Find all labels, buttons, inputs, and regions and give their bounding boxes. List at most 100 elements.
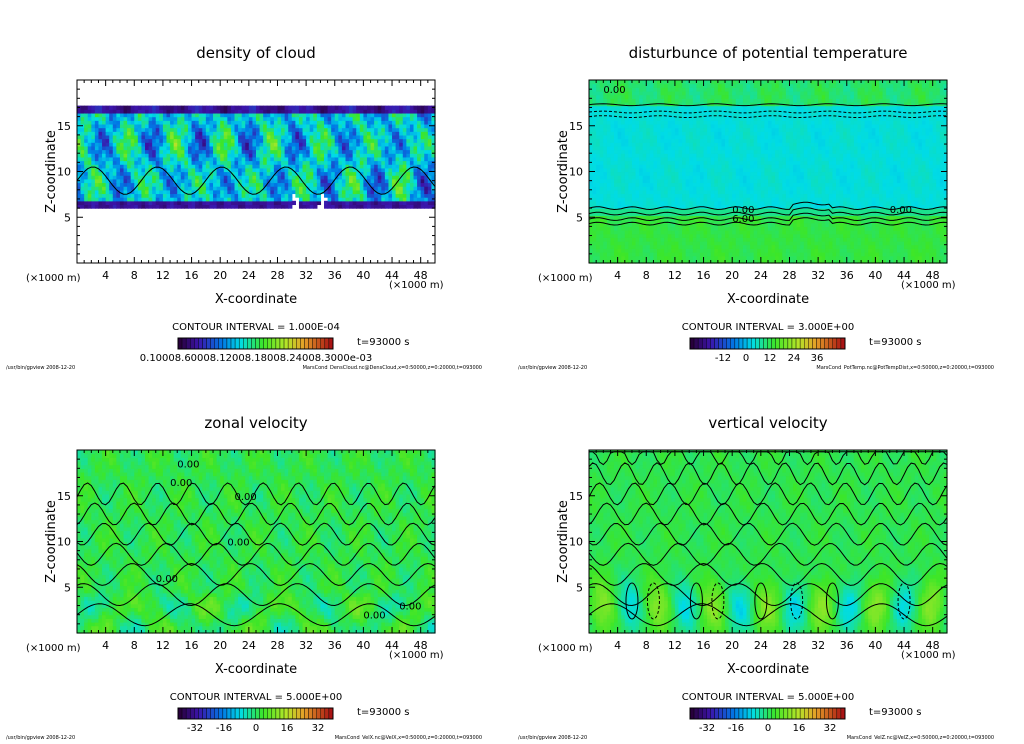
heatmap-cell	[625, 139, 629, 143]
heatmap-cell	[270, 190, 274, 194]
heatmap-cell	[704, 237, 708, 241]
heatmap-cell	[381, 186, 385, 190]
heatmap-cell	[98, 175, 102, 179]
heatmap-cell	[381, 124, 385, 128]
heatmap-cell	[693, 98, 697, 102]
heatmap-cell	[682, 128, 686, 132]
heatmap-cell	[643, 164, 647, 168]
heatmap-cell	[199, 190, 203, 194]
heatmap-cell	[77, 135, 81, 139]
heatmap-cell	[621, 120, 625, 124]
heatmap-cell	[646, 91, 650, 95]
heatmap-cell	[378, 172, 382, 176]
heatmap-cell	[593, 87, 597, 91]
heatmap-cell	[138, 164, 142, 168]
heatmap-cell	[657, 226, 661, 230]
heatmap-cell	[127, 131, 131, 135]
heatmap-cell	[170, 131, 174, 135]
heatmap-cell	[260, 182, 264, 186]
heatmap-cell	[704, 179, 708, 183]
heatmap-cell	[689, 230, 693, 234]
heatmap-cell	[399, 190, 403, 194]
heatmap-cell	[711, 182, 715, 186]
heatmap-cell	[679, 237, 683, 241]
heatmap-cell	[693, 230, 697, 234]
heatmap-cell	[313, 168, 317, 172]
heatmap-cell	[675, 172, 679, 176]
heatmap-cell	[371, 153, 375, 157]
heatmap-cell	[292, 175, 296, 179]
heatmap-cell	[328, 153, 332, 157]
heatmap-cell	[224, 190, 228, 194]
heatmap-cell	[653, 128, 657, 132]
heatmap-cell	[668, 248, 672, 252]
heatmap-cell	[113, 164, 117, 168]
heatmap-cell	[267, 139, 271, 143]
heatmap-cell	[646, 87, 650, 91]
heatmap-cell	[199, 193, 203, 197]
heatmap-cell	[184, 113, 188, 117]
heatmap-cell	[600, 182, 604, 186]
heatmap-cell	[141, 190, 145, 194]
heatmap-cell	[725, 135, 729, 139]
heatmap-cell	[679, 120, 683, 124]
heatmap-cell	[349, 153, 353, 157]
heatmap-cell	[145, 131, 149, 135]
heatmap-cell	[650, 241, 654, 245]
heatmap-cell	[181, 128, 185, 132]
heatmap-cell	[91, 153, 95, 157]
heatmap-cell	[593, 106, 597, 110]
heatmap-cell	[338, 157, 342, 161]
heatmap-cell	[636, 120, 640, 124]
heatmap-cell	[127, 150, 131, 154]
heatmap-cell	[113, 142, 117, 146]
heatmap-cell	[109, 150, 113, 154]
heatmap-cell	[98, 146, 102, 150]
heatmap-cell	[603, 245, 607, 249]
heatmap-cell	[224, 117, 228, 121]
heatmap-cell	[277, 190, 281, 194]
heatmap-cell	[353, 172, 357, 176]
heatmap-cell	[217, 131, 221, 135]
heatmap-cell	[242, 175, 246, 179]
heatmap-cell	[288, 120, 292, 124]
heatmap-cell	[320, 161, 324, 165]
heatmap-cell	[106, 190, 110, 194]
heatmap-cell	[285, 128, 289, 132]
heatmap-cell	[603, 226, 607, 230]
heatmap-cell	[317, 201, 321, 205]
heatmap-cell	[360, 204, 364, 208]
heatmap-cell	[671, 172, 675, 176]
heatmap-cell	[371, 204, 375, 208]
heatmap-cell	[299, 135, 303, 139]
heatmap-cell	[729, 252, 733, 256]
heatmap-cell	[704, 197, 708, 201]
heatmap-cell	[374, 204, 378, 208]
heatmap-cell	[653, 234, 657, 238]
heatmap-cell	[206, 164, 210, 168]
heatmap-cell	[188, 142, 192, 146]
heatmap-cell	[625, 157, 629, 161]
heatmap-cell	[303, 193, 307, 197]
heatmap-cell	[410, 179, 414, 183]
heatmap-cell	[632, 98, 636, 102]
heatmap-cell	[367, 109, 371, 113]
heatmap-cell	[607, 197, 611, 201]
heatmap-cell	[679, 175, 683, 179]
heatmap-cell	[392, 161, 396, 165]
heatmap-cell	[98, 109, 102, 113]
heatmap-cell	[424, 113, 428, 117]
heatmap-cell	[707, 226, 711, 230]
heatmap-cell	[371, 128, 375, 132]
heatmap-cell	[614, 241, 618, 245]
heatmap-cell	[209, 193, 213, 197]
heatmap-cell	[396, 197, 400, 201]
heatmap-cell	[679, 131, 683, 135]
heatmap-cell	[725, 146, 729, 150]
heatmap-cell	[632, 172, 636, 176]
heatmap-cell	[249, 186, 253, 190]
heatmap-cell	[346, 161, 350, 165]
heatmap-cell	[693, 128, 697, 132]
heatmap-cell	[235, 142, 239, 146]
heatmap-cell	[693, 179, 697, 183]
